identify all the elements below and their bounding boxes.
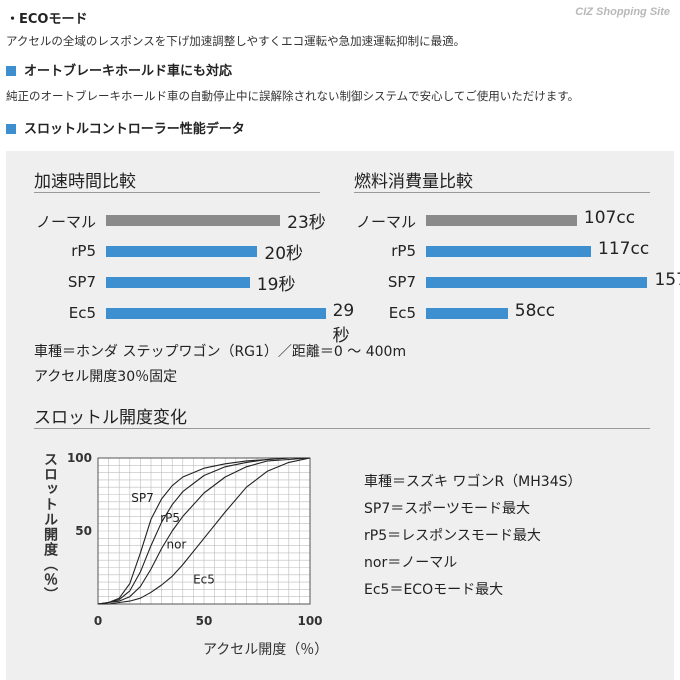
autobrake-heading: オートブレーキホールド車にも対応: [24, 64, 233, 79]
accel-category-label: ノーマル: [35, 213, 96, 231]
fuel-title: 燃料消費量比較: [354, 172, 473, 192]
accel-title-underline: [34, 192, 320, 193]
perf-heading-row: スロットルコントローラー性能データ: [6, 118, 245, 137]
legend-line-vehicle: 車種＝スズキ ワゴンR（MH34S）: [364, 474, 582, 490]
series-line-rp5: [97, 457, 310, 605]
accel-bar-chart: ノーマル 23秒 rP5 20秒 SP7 19秒 Ec5 29秒: [34, 210, 354, 346]
legend-line-ec5: Ec5＝ECOモード最大: [364, 582, 504, 598]
fuel-bar: [426, 277, 648, 288]
autobrake-description: 純正のオートブレーキホールド車の自動停止中に誤解除されない制御システムで安心して…: [6, 89, 580, 103]
fuel-category-label: SP7: [387, 273, 416, 291]
throttle-legend: 車種＝スズキ ワゴンR（MH34S） SP7＝スポーツモード最大 rP5＝レスポ…: [364, 471, 582, 606]
throttle-line-chart: 0 50 100 50 100 SP7 rP5 nor Ec5: [67, 451, 323, 628]
fuel-bar: [426, 215, 577, 226]
accel-note-throttle: アクセル開度30％固定: [34, 369, 178, 385]
fuel-bar: [426, 308, 508, 319]
autobrake-heading-row: オートブレーキホールド車にも対応: [6, 60, 232, 79]
series-line-nor: [97, 457, 311, 605]
accel-note-vehicle: 車種＝ホンダ ステップワゴン（RG1）／距離＝0 ～ 400m: [34, 344, 407, 360]
y-tick-label: 100: [67, 451, 92, 465]
square-bullet-icon: [6, 66, 16, 76]
eco-heading: ・ECOモード: [6, 12, 88, 27]
series-label-rp5: rP5: [160, 511, 180, 525]
accel-bar: [106, 215, 281, 226]
square-bullet-icon: [6, 124, 16, 134]
fuel-value-label: 157cc: [654, 270, 680, 290]
fuel-bar: [426, 246, 592, 257]
plot-frame: [97, 457, 311, 605]
throttle-y-axis-label: スロットル開度（％）: [42, 452, 58, 602]
fuel-value-label: 107cc: [583, 208, 636, 228]
accel-bar: [106, 246, 258, 257]
perf-heading: スロットルコントローラー性能データ: [24, 122, 245, 137]
series-label-ec5: Ec5: [193, 573, 215, 587]
throttle-title: スロットル開度変化: [34, 408, 187, 428]
fuel-bar-chart: ノーマル 107cc rP5 117cc SP7 157cc Ec5 58cc: [354, 208, 680, 330]
accel-bar: [106, 308, 326, 319]
accel-value-label: 29秒: [332, 301, 355, 346]
fuel-category-label: ノーマル: [355, 213, 416, 231]
eco-description: アクセルの全域のレスポンスを下げ加速調整しやすくエコ運転や急加速運転抑制に最適。: [6, 34, 466, 48]
series-label-nor: nor: [166, 538, 186, 552]
accel-bar: [106, 277, 250, 288]
throttle-title-underline: [34, 428, 650, 429]
y-tick-label: 50: [75, 524, 92, 538]
watermark: CIZ Shopping Site: [575, 6, 670, 18]
legend-line-nor: nor＝ノーマル: [364, 555, 458, 571]
legend-line-rp5: rP5＝レスポンスモード最大: [364, 528, 541, 544]
accel-title: 加速時間比較: [34, 172, 136, 192]
fuel-category-label: Ec5: [388, 304, 416, 322]
accel-category-label: SP7: [67, 273, 96, 291]
fuel-title-underline: [354, 192, 650, 193]
fuel-value-label: 117cc: [598, 239, 650, 259]
legend-line-sp7: SP7＝スポーツモード最大: [364, 501, 530, 517]
accel-value-label: 19秒: [256, 275, 296, 295]
series-label-sp7: SP7: [131, 491, 154, 505]
accel-value-label: 20秒: [264, 244, 304, 264]
x-tick-label: 50: [196, 614, 213, 628]
x-tick-label: 0: [94, 614, 102, 628]
fuel-value-label: 58cc: [514, 301, 556, 321]
throttle-x-axis-label: アクセル開度（％）: [203, 642, 329, 658]
accel-value-label: 23秒: [287, 213, 326, 233]
accel-category-label: rP5: [71, 242, 96, 260]
accel-category-label: Ec5: [68, 304, 96, 322]
x-tick-label: 100: [297, 614, 322, 628]
series-line-ec5: [98, 457, 311, 605]
fuel-category-label: rP5: [391, 242, 416, 260]
